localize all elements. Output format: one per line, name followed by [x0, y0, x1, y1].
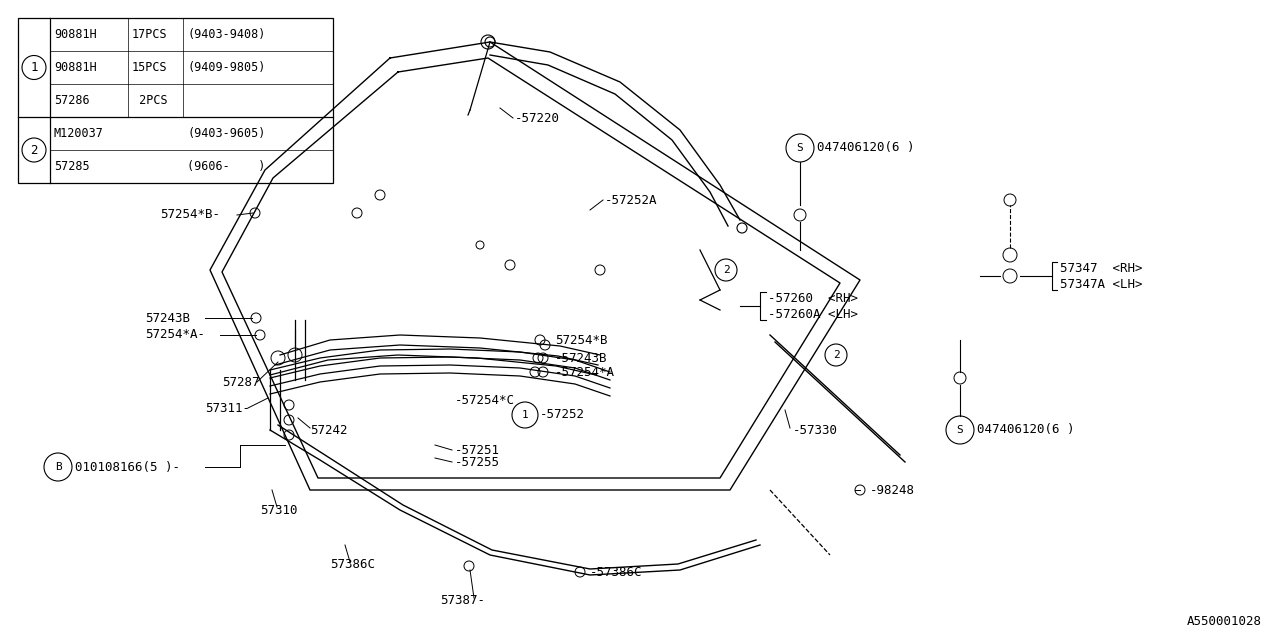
- Text: 57386C: 57386C: [330, 559, 375, 572]
- Text: 047406120(6 ): 047406120(6 ): [977, 424, 1074, 436]
- Text: -57330: -57330: [794, 424, 838, 436]
- Text: 57285: 57285: [54, 160, 90, 173]
- Text: -57254*C: -57254*C: [454, 394, 515, 406]
- Text: 90881H: 90881H: [54, 28, 97, 41]
- Text: 047406120(6 ): 047406120(6 ): [817, 141, 914, 154]
- Text: 57243B: 57243B: [145, 312, 189, 324]
- Text: S: S: [796, 143, 804, 153]
- Text: (9409-9805): (9409-9805): [187, 61, 265, 74]
- Text: -57252: -57252: [540, 408, 585, 422]
- Text: M120037: M120037: [54, 127, 104, 140]
- Text: (9403-9408): (9403-9408): [187, 28, 265, 41]
- Text: -57260A <LH>: -57260A <LH>: [768, 308, 858, 321]
- Text: 010108166(5 )-: 010108166(5 )-: [76, 461, 180, 474]
- Text: 15PCS: 15PCS: [132, 61, 168, 74]
- Text: 57254*B: 57254*B: [556, 333, 608, 346]
- Text: -57386C: -57386C: [590, 566, 643, 579]
- Text: 2: 2: [31, 143, 37, 157]
- Text: A550001028: A550001028: [1187, 615, 1262, 628]
- Text: 57254*A-: 57254*A-: [145, 328, 205, 342]
- Text: 2: 2: [832, 350, 840, 360]
- Text: -57255: -57255: [454, 456, 500, 468]
- Text: -57251: -57251: [454, 444, 500, 456]
- Text: B: B: [55, 462, 61, 472]
- Text: 57286: 57286: [54, 94, 90, 107]
- Text: 2: 2: [723, 265, 730, 275]
- Text: -57260  <RH>: -57260 <RH>: [768, 291, 858, 305]
- Text: 17PCS: 17PCS: [132, 28, 168, 41]
- Text: 57310: 57310: [260, 504, 297, 516]
- Text: 2PCS: 2PCS: [132, 94, 168, 107]
- Text: 90881H: 90881H: [54, 61, 97, 74]
- Text: 57254*B-: 57254*B-: [160, 209, 220, 221]
- Text: -57243B: -57243B: [556, 351, 608, 365]
- Text: 57347  <RH>: 57347 <RH>: [1060, 262, 1143, 275]
- Text: 1: 1: [31, 61, 37, 74]
- Text: S: S: [956, 425, 964, 435]
- Text: 57287: 57287: [221, 376, 260, 388]
- Text: 57311-: 57311-: [205, 401, 250, 415]
- Text: -57254*A: -57254*A: [556, 367, 614, 380]
- Text: -57220: -57220: [515, 111, 561, 125]
- Text: 57242: 57242: [310, 424, 347, 436]
- Text: 57387-: 57387-: [440, 593, 485, 607]
- Bar: [18, 18, 333, 183]
- Text: 1: 1: [522, 410, 529, 420]
- Text: -98248: -98248: [870, 483, 915, 497]
- Text: 57347A <LH>: 57347A <LH>: [1060, 278, 1143, 291]
- Text: (9403-9605): (9403-9605): [187, 127, 265, 140]
- Text: (9606-    ): (9606- ): [187, 160, 265, 173]
- Text: -57252A: -57252A: [605, 193, 658, 207]
